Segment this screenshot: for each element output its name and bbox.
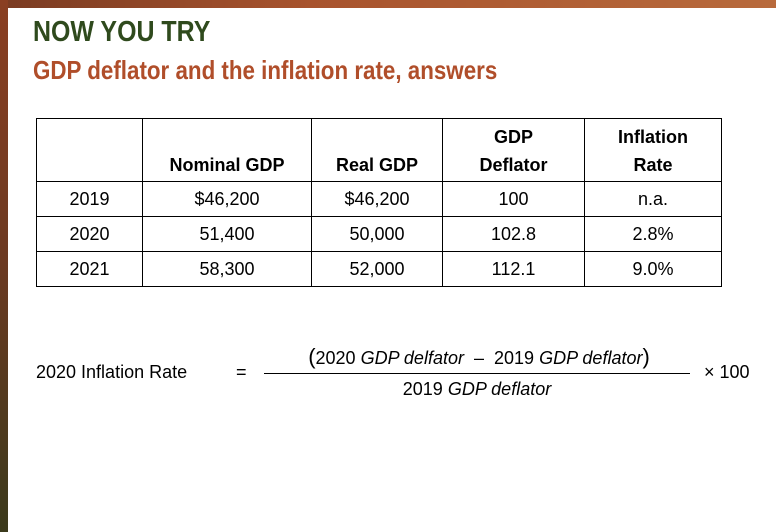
formula-denominator: 2019 GDP deflator: [264, 379, 690, 400]
cell-nominal-gdp: $46,200: [142, 181, 312, 217]
table-row: 2019 $46,200 $46,200 100 n.a.: [36, 181, 722, 217]
fraction-bar: [264, 373, 690, 374]
table-row: 2021 58,300 52,000 112.1 9.0%: [36, 251, 722, 287]
cell-inflation-rate: 9.0%: [584, 251, 722, 287]
den-term: GDP deflator: [447, 379, 552, 399]
header-inflation-rate: Inflation Rate: [584, 118, 722, 182]
cell-gdp-deflator: 100: [442, 181, 585, 217]
header-inflation-rate-line1: Inflation: [618, 127, 688, 147]
num-term1: GDP delfator: [360, 348, 464, 368]
cell-year: 2019: [36, 181, 143, 217]
den-year: 2019: [402, 379, 443, 399]
formula-equals: =: [236, 362, 247, 382]
cell-year: 2021: [36, 251, 143, 287]
num-minus: –: [473, 348, 484, 368]
header-year: [36, 118, 143, 182]
header-nominal-gdp: Nominal GDP: [142, 118, 312, 182]
header-inflation-rate-line2: Rate: [633, 155, 673, 175]
cell-inflation-rate: n.a.: [584, 181, 722, 217]
cell-gdp-deflator: 112.1: [442, 251, 585, 287]
formula-multiplier: × 100: [704, 362, 750, 382]
cell-year: 2020: [36, 216, 143, 252]
formula-label: 2020 Inflation Rate: [36, 362, 188, 382]
cell-gdp-deflator: 102.8: [442, 216, 585, 252]
header-gdp-deflator-line2: Deflator: [479, 155, 548, 175]
table-header-row: Nominal GDP Real GDP GDP Deflator Inflat…: [36, 118, 722, 182]
slide-subtitle: GDP deflator and the inflation rate, ans…: [33, 55, 498, 85]
cell-nominal-gdp: 58,300: [142, 251, 312, 287]
header-gdp-deflator-line1: GDP: [493, 127, 533, 147]
num-year1: 2020: [315, 348, 356, 368]
top-border: [0, 0, 776, 8]
slide-title: NOW YOU TRY: [33, 16, 211, 48]
cell-inflation-rate: 2.8%: [584, 216, 722, 252]
header-real-gdp: Real GDP: [311, 118, 443, 182]
cell-real-gdp: 52,000: [311, 251, 443, 287]
formula-numerator: (2020 GDP delfator – 2019 GDP deflator): [308, 344, 650, 369]
left-border: [0, 0, 8, 532]
cell-real-gdp: 50,000: [311, 216, 443, 252]
gdp-table: Nominal GDP Real GDP GDP Deflator Inflat…: [36, 118, 722, 287]
inflation-formula: 2020 Inflation Rate = (2020 GDP delfator…: [36, 340, 776, 410]
header-gdp-deflator: GDP Deflator: [442, 118, 585, 182]
table-row: 2020 51,400 50,000 102.8 2.8%: [36, 216, 722, 252]
num-term2: GDP deflator: [539, 348, 643, 368]
cell-nominal-gdp: 51,400: [142, 216, 312, 252]
cell-real-gdp: $46,200: [311, 181, 443, 217]
num-year2: 2019: [494, 348, 535, 368]
